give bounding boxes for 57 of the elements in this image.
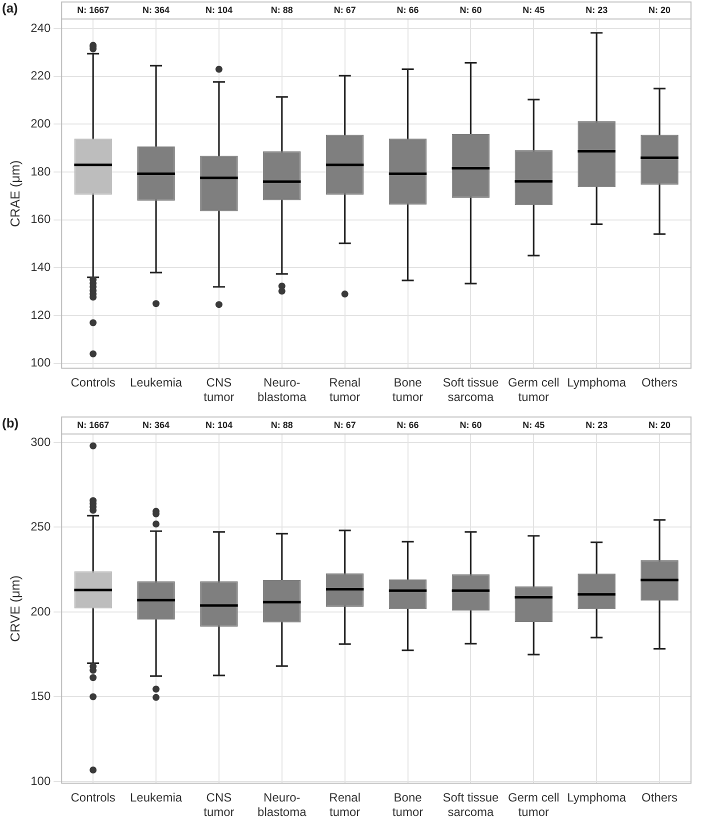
y-tick-label: 140: [30, 260, 51, 274]
text: N: 104: [205, 4, 232, 15]
x-tick-label: Lymphoma: [567, 376, 626, 390]
x-tick-label: Neuro- blastoma: [258, 790, 307, 820]
y-tick-label: 300: [30, 434, 51, 449]
x-tick-label: CNS tumor: [204, 790, 234, 820]
x-tick-label: Others: [642, 790, 678, 805]
y-tick-label: 180: [30, 164, 51, 178]
text: N: 66: [396, 420, 419, 430]
x-tick-label: Leukemia: [130, 790, 182, 805]
y-tick-label: 160: [30, 212, 51, 226]
text: N: 60: [460, 420, 482, 430]
text: N: 67: [334, 4, 356, 15]
text: N: 88: [270, 4, 293, 15]
text: N: 1667: [77, 4, 110, 15]
text: N: 45: [522, 420, 545, 430]
text: N: 88: [270, 420, 293, 430]
text: N: 364: [142, 4, 170, 15]
text: N: 45: [522, 4, 545, 15]
y-tick-label: 200: [30, 604, 51, 618]
x-tick-label: Soft tissue sarcoma: [442, 790, 500, 820]
chart-title: (b): [2, 416, 19, 431]
x-tick-label: CNS tumor: [204, 376, 234, 404]
y-tick-label: 240: [30, 20, 51, 35]
x-tick-label: Renal tumor: [329, 376, 361, 404]
y-tick-label: 220: [30, 68, 51, 83]
chart-title: (a): [2, 0, 18, 16]
text: N: 1667: [77, 420, 110, 430]
y-tick-label: 250: [30, 520, 51, 534]
y-tick-label: 200: [30, 116, 51, 131]
x-tick-label: Controls: [70, 376, 116, 390]
text: N: 20: [648, 420, 671, 430]
x-tick-label: Neuro- blastoma: [258, 376, 307, 404]
y-axis-title: CRVE (μm): [7, 575, 22, 642]
text: N: 67: [334, 420, 356, 430]
x-tick-label: Renal tumor: [329, 790, 361, 820]
text: N: 104: [205, 420, 232, 430]
text: N: 364: [142, 420, 170, 430]
y-tick-label: 120: [30, 308, 51, 322]
x-tick-label: Others: [642, 376, 678, 390]
x-tick-label: Soft tissue sarcoma: [442, 376, 500, 404]
x-tick-label: Germ cell tumor: [508, 790, 560, 820]
text: N: 23: [586, 420, 608, 430]
x-tick-label: Bone tumor: [392, 790, 424, 820]
x-tick-label: Controls: [70, 790, 116, 805]
x-tick-label: Leukemia: [130, 376, 182, 390]
y-tick-label: 150: [30, 689, 51, 704]
text: N: 60: [460, 4, 482, 15]
x-tick-label: Bone tumor: [392, 376, 424, 404]
x-tick-label: Lymphoma: [567, 790, 626, 805]
y-tick-label: 100: [30, 356, 51, 370]
text: N: 23: [586, 4, 608, 15]
text: N: 20: [648, 4, 671, 15]
y-axis-title: CRAE (μm): [7, 160, 22, 227]
x-tick-label: Germ cell tumor: [508, 376, 560, 404]
text: N: 66: [396, 4, 419, 15]
y-tick-label: 100: [30, 774, 51, 788]
